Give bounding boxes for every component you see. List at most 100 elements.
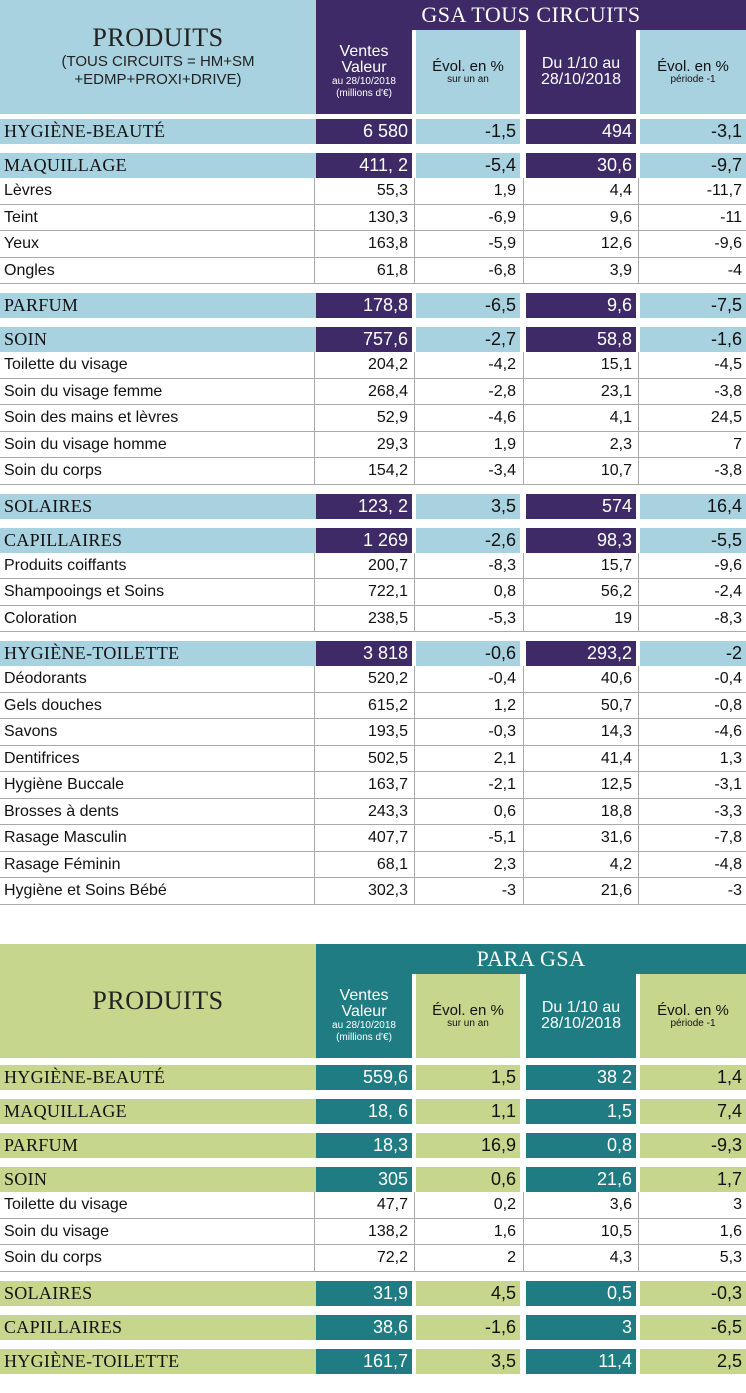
evol-year: -2,1 — [488, 776, 516, 794]
column-divider — [314, 745, 315, 772]
row-divider — [0, 771, 746, 772]
evol-year: -1,5 — [416, 119, 520, 144]
column-divider — [314, 204, 315, 231]
evol-year: -5,9 — [488, 235, 516, 253]
column-divider — [314, 772, 315, 799]
evol-period: 1,3 — [719, 749, 742, 767]
row-label: Dentifrices — [4, 749, 80, 767]
column-divider — [523, 719, 524, 746]
column-divider — [523, 231, 524, 258]
row-divider — [0, 1270, 746, 1272]
column-divider — [314, 1245, 315, 1272]
table-row: Teint 130,3 -6,9 9,6 -11 — [0, 204, 746, 231]
column-divider — [638, 378, 639, 405]
period-value: 14,3 — [600, 723, 632, 741]
row-label: Soin du visage femme — [4, 382, 163, 400]
table-row: Yeux 163,8 -5,9 12,6 -9,6 — [0, 231, 746, 258]
column-divider — [414, 851, 415, 878]
evol-year: 0,2 — [493, 1196, 516, 1214]
column-divider — [314, 552, 315, 579]
period-value: 4,4 — [609, 182, 632, 200]
row-divider — [0, 283, 746, 284]
period-value: 21,6 — [526, 1167, 636, 1192]
table-row: Rasage Féminin 68,1 2,3 4,2 -4,8 — [0, 851, 746, 878]
evol-period: -11,7 — [706, 182, 742, 200]
evol-year: 0,6 — [493, 802, 516, 820]
row-label: SOIN — [0, 327, 316, 352]
column-divider — [638, 719, 639, 746]
sales-value: 559,6 — [316, 1065, 412, 1090]
sales-value: 138,2 — [367, 1222, 408, 1240]
gsa-table: PRODUITS (TOUS CIRCUITS = HM+SM +EDMP+PR… — [0, 0, 746, 905]
table-row: Toilette du visage 204,2 -4,2 15,1 -4,5 — [0, 352, 746, 379]
period-value: 494 — [526, 119, 636, 144]
evol-year: -6,5 — [416, 293, 520, 318]
para-col2-line2: sur un an — [447, 1017, 489, 1029]
evol-year: 1,6 — [493, 1222, 516, 1240]
para-table: PRODUITS PARA GSA Ventes Valeur au 28/10… — [0, 944, 746, 1393]
row-label: PARFUM — [0, 1133, 316, 1158]
sales-value: 61,8 — [376, 261, 408, 279]
sales-value: 243,3 — [367, 802, 408, 820]
column-divider — [638, 458, 639, 485]
row-label: Soin du visage homme — [4, 435, 167, 453]
evol-year: -8,3 — [488, 556, 516, 574]
evol-period: -2 — [640, 641, 746, 666]
period-value: 3,9 — [609, 261, 632, 279]
column-divider — [414, 772, 415, 799]
column-divider — [314, 1192, 315, 1219]
period-value: 15,7 — [600, 556, 632, 574]
evol-year: -5,3 — [488, 609, 516, 627]
period-value: 38 2 — [526, 1065, 636, 1090]
gsa-col1-line3: au 28/10/2018 — [332, 76, 396, 87]
column-divider — [638, 431, 639, 458]
row-label: Yeux — [4, 235, 39, 253]
row-label: HYGIÈNE-BEAUTÉ — [0, 119, 316, 144]
evol-year: -2,6 — [416, 527, 520, 553]
evol-period: 7,4 — [640, 1099, 746, 1124]
sales-value: 130,3 — [367, 208, 408, 226]
sales-value: 238,5 — [367, 609, 408, 627]
gsa-col1-line1: Ventes — [339, 43, 389, 60]
evol-period: -3 — [727, 882, 742, 900]
column-divider — [314, 405, 315, 432]
evol-year: -0,3 — [488, 723, 516, 741]
gsa-col2-line1: Évol. en % — [432, 57, 504, 75]
gsa-header-subtitle-line2: +EDMP+PROXI+DRIVE) — [74, 71, 242, 88]
column-divider — [414, 745, 415, 772]
column-divider — [314, 798, 315, 825]
table-row: Gels douches 615,2 1,2 50,7 -0,8 — [0, 692, 746, 719]
para-col1-line4: (millions d'€) — [336, 1032, 392, 1043]
row-label: Shampooings et Soins — [4, 583, 165, 601]
evol-period: -4 — [727, 261, 742, 279]
evol-year: -3,4 — [488, 462, 516, 480]
sales-value: 161,7 — [316, 1348, 412, 1374]
column-divider — [638, 745, 639, 772]
column-divider — [314, 666, 315, 693]
row-divider — [0, 1217, 746, 1219]
period-value: 9,6 — [526, 293, 636, 318]
period-value: 3 — [526, 1314, 636, 1340]
column-divider — [414, 178, 415, 205]
column-divider — [414, 579, 415, 606]
evol-period: -11 — [720, 208, 742, 226]
sales-value: 305 — [316, 1167, 412, 1192]
period-value: 18,8 — [600, 802, 632, 820]
table-row: Brosses à dents 243,3 0,6 18,8 -3,3 — [0, 798, 746, 825]
row-label: HYGIÈNE-TOILETTE — [0, 641, 316, 666]
evol-period: -9,7 — [640, 153, 746, 178]
period-value: 4,1 — [609, 409, 632, 427]
row-divider — [0, 430, 746, 432]
evol-year: -4,6 — [488, 409, 516, 427]
evol-period: -4,6 — [714, 723, 742, 741]
sales-value: 31,9 — [316, 1280, 412, 1306]
column-divider — [314, 719, 315, 746]
table-row: Lèvres 55,3 1,9 4,4 -11,7 — [0, 178, 746, 205]
period-value: 58,8 — [526, 327, 636, 352]
evol-period: 7 — [733, 435, 742, 453]
column-divider — [414, 719, 415, 746]
gsa-col4-line2: période -1 — [670, 73, 716, 85]
row-label: Soin des mains et lèvres — [4, 409, 179, 427]
sales-value: 268,4 — [367, 382, 408, 400]
column-divider — [523, 878, 524, 905]
